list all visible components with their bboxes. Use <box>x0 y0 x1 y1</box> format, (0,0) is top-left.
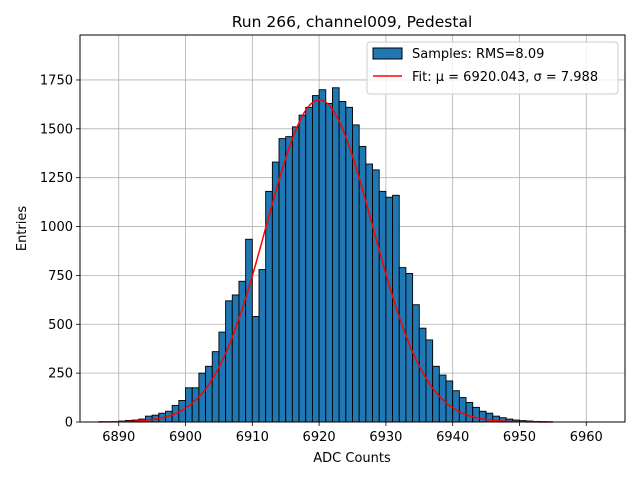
histogram-bar <box>198 372 207 423</box>
histogram-bar <box>258 269 267 423</box>
histogram-bar <box>225 300 233 423</box>
histogram-bar <box>478 410 487 423</box>
y-tick-label: 750 <box>48 269 73 284</box>
histogram-bar <box>372 169 380 423</box>
histogram-bar <box>405 273 414 423</box>
histogram-bar <box>305 106 313 423</box>
histogram-bar <box>378 190 387 423</box>
y-axis-label: Entries <box>15 206 30 252</box>
plot-frame <box>79 34 626 423</box>
histogram-bar <box>445 380 454 423</box>
y-axis-ticks: 0 250 500 750 1000 1250 1500 1750 <box>40 73 80 431</box>
histogram-bar <box>472 406 480 423</box>
legend-label-histogram: Samples: RMS=8.09 <box>412 47 544 62</box>
x-axis-ticks: 6890 6900 6910 6920 6930 6940 6950 6960 <box>102 422 603 445</box>
histogram-bar <box>338 101 347 423</box>
histogram-bar <box>291 126 300 423</box>
histogram-bar <box>311 95 320 423</box>
x-tick-label: 6900 <box>169 430 202 445</box>
legend: Samples: RMS=8.09 Fit: μ = 6920.043, σ =… <box>366 41 619 95</box>
y-tick-label: 250 <box>48 367 73 382</box>
histogram-bar <box>452 390 460 423</box>
x-tick-label: 6960 <box>570 430 603 445</box>
histogram-bar <box>385 196 394 423</box>
histogram-bar <box>325 102 333 423</box>
histogram-bar <box>278 138 287 423</box>
legend-label-fit: Fit: μ = 6920.043, σ = 7.988 <box>412 70 598 85</box>
x-tick-label: 6920 <box>303 430 336 445</box>
histogram-bar <box>211 351 220 423</box>
x-tick-label: 6890 <box>102 430 135 445</box>
x-tick-label: 6940 <box>436 430 469 445</box>
histogram-bar <box>205 365 213 423</box>
histogram-bar <box>251 316 260 423</box>
histogram-bar <box>458 397 467 423</box>
y-tick-label: 0 <box>65 416 73 431</box>
histogram-bar <box>231 294 240 423</box>
histogram-bar <box>332 87 340 423</box>
legend-box <box>366 41 619 95</box>
x-axis-label: ADC Counts <box>313 451 391 466</box>
x-tick-label: 6930 <box>369 430 402 445</box>
histogram-bar <box>191 387 200 423</box>
chart-title: Run 266, channel009, Pedestal <box>232 13 473 31</box>
histogram-bar <box>285 136 293 423</box>
fit-curve <box>98 99 553 423</box>
histogram-bar <box>298 114 307 423</box>
histogram-bar <box>438 374 447 423</box>
histogram-bar <box>318 89 327 423</box>
x-tick-label: 6910 <box>236 430 269 445</box>
y-tick-label: 1000 <box>40 220 73 235</box>
x-tick-label: 6950 <box>503 430 536 445</box>
y-tick-label: 1250 <box>40 171 73 186</box>
y-tick-label: 500 <box>48 318 73 333</box>
histogram-bar <box>245 238 253 423</box>
histogram-bar <box>465 402 474 423</box>
legend-swatch-histogram <box>372 47 403 60</box>
histogram-bar <box>398 267 407 423</box>
y-tick-label: 1500 <box>40 122 73 137</box>
y-tick-label: 1750 <box>40 73 73 88</box>
histogram-bar <box>218 331 227 423</box>
